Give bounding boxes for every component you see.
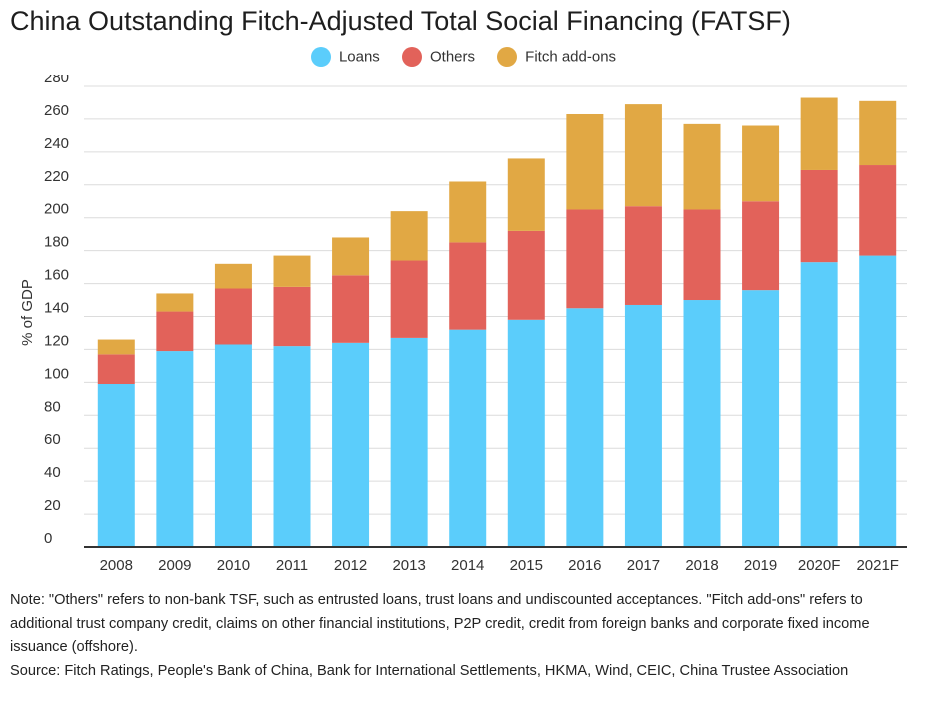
x-tick-label: 2021F — [856, 557, 899, 574]
bar-loans-2013 — [390, 337, 428, 547]
x-tick-label: 2009 — [158, 557, 191, 574]
bar-fitch-add-ons-2008 — [97, 339, 135, 355]
bar-fitch-add-ons-2017 — [624, 104, 662, 207]
y-tick-label: 0 — [44, 530, 52, 547]
y-tick-label: 200 — [44, 201, 69, 218]
x-tick-label: 2019 — [744, 557, 777, 574]
bar-others-2015 — [507, 230, 545, 320]
bar-others-2020f — [800, 169, 838, 263]
y-tick-label: 240 — [44, 135, 69, 152]
legend-item-others: Others — [401, 47, 475, 67]
chart-note: Note: "Others" refers to non-bank TSF, s… — [10, 592, 870, 656]
bar-fitch-add-ons-2016 — [566, 113, 604, 210]
bar-loans-2008 — [97, 384, 135, 547]
bar-loans-2014 — [449, 329, 487, 547]
bar-others-2014 — [449, 242, 487, 330]
legend-swatch-loans — [310, 47, 331, 67]
bar-fitch-add-ons-2010 — [214, 263, 252, 289]
bar-loans-2009 — [156, 351, 194, 547]
bar-fitch-add-ons-2020f — [800, 97, 838, 170]
bar-others-2018 — [683, 209, 721, 301]
legend-swatch-others — [401, 47, 422, 67]
bar-others-2010 — [214, 288, 252, 345]
y-tick-label: 260 — [44, 102, 69, 119]
chart-title: China Outstanding Fitch-Adjusted Total S… — [10, 6, 791, 36]
y-tick-label: 120 — [44, 332, 69, 349]
footnote: Note: "Others" refers to non-bank TSF, s… — [10, 589, 920, 683]
bar-fitch-add-ons-2009 — [156, 293, 194, 312]
y-tick-label: 20 — [44, 497, 61, 514]
bar-loans-2017 — [624, 304, 662, 547]
bar-others-2013 — [390, 260, 428, 338]
bar-others-2016 — [566, 209, 604, 309]
bar-fitch-add-ons-2011 — [273, 255, 311, 287]
bar-others-2011 — [273, 286, 311, 347]
y-tick-label: 80 — [44, 398, 61, 415]
bar-loans-2016 — [566, 308, 604, 547]
stacked-bar-chart: 0 20 40 60 80 100 120 140 160 180 200 220 240 260 280%… — [19, 75, 907, 574]
bar-fitch-add-ons-2015 — [507, 158, 545, 231]
bar-loans-2021f — [859, 255, 897, 547]
x-tick-label: 2014 — [451, 557, 484, 574]
bar-fitch-add-ons-2014 — [449, 181, 487, 243]
bar-loans-2018 — [683, 300, 721, 547]
y-tick-label: 180 — [44, 234, 69, 251]
legend-swatch-fitch-add-ons — [497, 47, 518, 67]
bar-fitch-add-ons-2021f — [859, 100, 897, 166]
bar-loans-2011 — [273, 346, 311, 547]
y-tick-label: 220 — [44, 168, 69, 185]
x-tick-label: 2017 — [627, 557, 660, 574]
legend-label-fitch-add-ons: Fitch add-ons — [525, 48, 617, 66]
x-tick-label: 2010 — [217, 557, 250, 574]
y-tick-label: 160 — [44, 267, 69, 284]
bar-loans-2020f — [800, 262, 838, 547]
legend-item-fitch-add-ons: Fitch add-ons — [497, 47, 616, 67]
x-tick-label: 2020F — [798, 557, 841, 574]
bar-fitch-add-ons-2012 — [332, 237, 370, 276]
bar-others-2017 — [624, 206, 662, 305]
bar-loans-2019 — [742, 290, 780, 547]
y-axis-title: % of GDP — [19, 279, 36, 346]
legend-item-loans: Loans — [310, 47, 380, 67]
bar-others-2021f — [859, 165, 897, 256]
bar-loans-2015 — [507, 319, 545, 547]
x-tick-label: 2013 — [392, 557, 425, 574]
legend-label-others: Others — [429, 48, 475, 66]
bar-others-2012 — [332, 275, 370, 343]
bar-fitch-add-ons-2018 — [683, 123, 721, 210]
x-tick-label: 2018 — [685, 557, 718, 574]
bar-others-2009 — [156, 311, 194, 352]
x-tick-label: 2011 — [276, 557, 308, 574]
bar-loans-2010 — [214, 344, 252, 547]
bar-others-2019 — [742, 201, 780, 291]
x-tick-label: 2015 — [510, 557, 543, 574]
chart-legend: Loans Others Fitch add-ons — [0, 47, 927, 67]
y-tick-label: 140 — [44, 300, 69, 317]
bar-fitch-add-ons-2019 — [742, 125, 780, 202]
y-tick-label: 60 — [44, 431, 61, 448]
legend-label-loans: Loans — [338, 48, 380, 66]
bar-others-2008 — [97, 354, 135, 385]
y-tick-label: 280 — [44, 75, 69, 86]
chart-source: Source: Fitch Ratings, People's Bank of … — [10, 662, 849, 679]
x-tick-label: 2012 — [334, 557, 367, 574]
y-tick-label: 40 — [44, 464, 61, 481]
x-tick-label: 2016 — [568, 557, 601, 574]
bar-fitch-add-ons-2013 — [390, 211, 428, 261]
x-tick-label: 2008 — [100, 557, 133, 574]
y-tick-label: 100 — [44, 365, 69, 382]
bar-loans-2012 — [332, 342, 370, 547]
